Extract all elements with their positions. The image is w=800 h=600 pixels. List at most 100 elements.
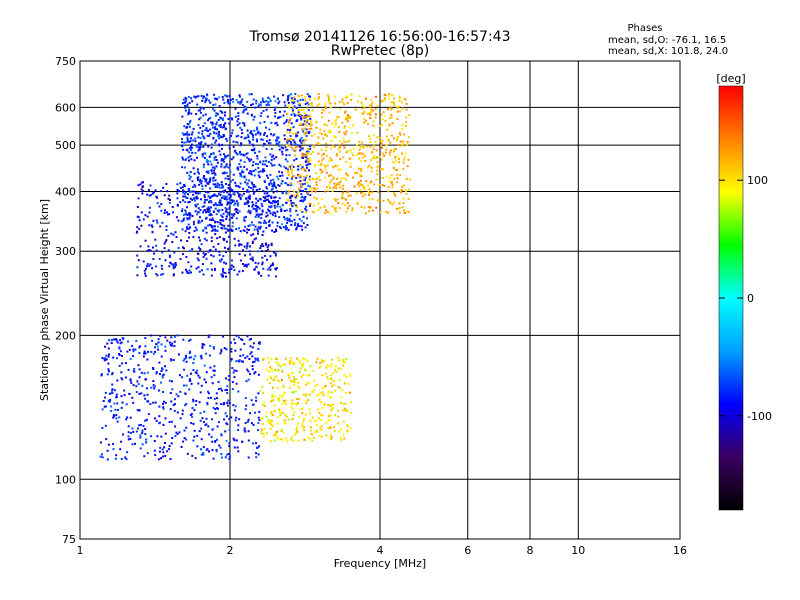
data-point	[393, 192, 396, 195]
data-point	[368, 188, 371, 191]
data-point	[299, 200, 302, 202]
data-point	[261, 243, 264, 245]
data-point	[227, 399, 230, 402]
data-point	[315, 197, 318, 200]
data-point	[204, 101, 207, 104]
data-point	[323, 205, 326, 208]
data-point	[292, 439, 295, 442]
data-point	[330, 436, 333, 439]
data-point	[266, 195, 269, 198]
data-point	[148, 224, 151, 227]
data-point	[220, 227, 223, 229]
data-point	[211, 217, 214, 220]
data-point	[235, 217, 238, 220]
data-point	[344, 361, 347, 364]
data-point	[232, 214, 235, 217]
data-point	[202, 125, 205, 128]
data-point	[285, 192, 288, 195]
data-point	[401, 206, 404, 209]
data-point	[292, 111, 295, 114]
data-point	[187, 272, 190, 275]
data-point	[368, 210, 371, 213]
data-point	[330, 374, 332, 377]
data-point	[321, 159, 324, 162]
data-point	[135, 339, 138, 342]
data-point	[136, 230, 139, 233]
data-point	[305, 188, 308, 191]
data-point	[304, 103, 307, 106]
data-point	[305, 124, 308, 127]
data-point	[188, 378, 191, 381]
data-point	[237, 112, 240, 115]
data-point	[222, 268, 225, 271]
data-point	[269, 440, 272, 443]
data-point	[174, 262, 177, 265]
data-point	[328, 131, 330, 134]
data-point	[182, 195, 185, 198]
data-point	[309, 204, 311, 207]
data-point	[308, 189, 311, 192]
data-point	[274, 357, 277, 360]
data-point	[298, 187, 300, 190]
data-point	[387, 97, 390, 100]
data-point	[174, 435, 177, 438]
data-point	[387, 190, 390, 193]
data-point	[215, 132, 218, 135]
data-point	[363, 106, 366, 109]
data-point	[234, 202, 237, 205]
data-point	[190, 146, 193, 149]
data-point	[210, 146, 213, 149]
data-point	[263, 435, 266, 438]
data-point	[288, 94, 291, 97]
data-point	[305, 211, 307, 214]
data-point	[198, 211, 201, 214]
data-point	[211, 123, 214, 126]
data-point	[262, 138, 265, 141]
data-point	[224, 389, 227, 392]
data-point	[145, 441, 148, 444]
data-point	[338, 430, 341, 433]
data-point	[266, 190, 269, 193]
data-point	[343, 140, 346, 143]
data-point	[199, 419, 202, 422]
data-point	[126, 451, 129, 454]
data-point	[132, 384, 135, 387]
data-point	[272, 178, 275, 181]
data-point	[332, 403, 335, 406]
data-point	[162, 451, 165, 454]
data-point	[276, 379, 279, 382]
data-point	[182, 246, 184, 249]
data-point	[374, 140, 377, 143]
data-point	[306, 93, 309, 95]
data-point	[238, 418, 241, 421]
data-point	[223, 402, 226, 404]
data-point	[252, 134, 255, 137]
data-point	[251, 242, 254, 244]
data-point	[254, 357, 257, 360]
data-point	[334, 365, 337, 368]
data-point	[241, 194, 244, 197]
data-point	[299, 117, 302, 120]
data-point	[312, 211, 315, 214]
data-point	[137, 197, 140, 200]
data-point	[307, 160, 310, 163]
data-point	[225, 155, 228, 158]
data-point	[358, 148, 361, 151]
data-point	[197, 95, 200, 98]
data-point	[129, 379, 132, 382]
data-point	[308, 128, 311, 130]
data-point	[205, 423, 208, 426]
data-point	[283, 400, 286, 403]
data-point	[344, 118, 347, 121]
data-point	[325, 155, 328, 158]
data-point	[340, 439, 343, 441]
data-point	[333, 125, 336, 128]
data-point	[200, 95, 203, 97]
data-point	[241, 440, 244, 443]
data-point	[181, 132, 184, 135]
data-point	[347, 383, 350, 385]
data-point	[232, 173, 235, 176]
data-point	[311, 109, 314, 112]
data-point	[211, 108, 214, 111]
data-point	[318, 143, 321, 145]
